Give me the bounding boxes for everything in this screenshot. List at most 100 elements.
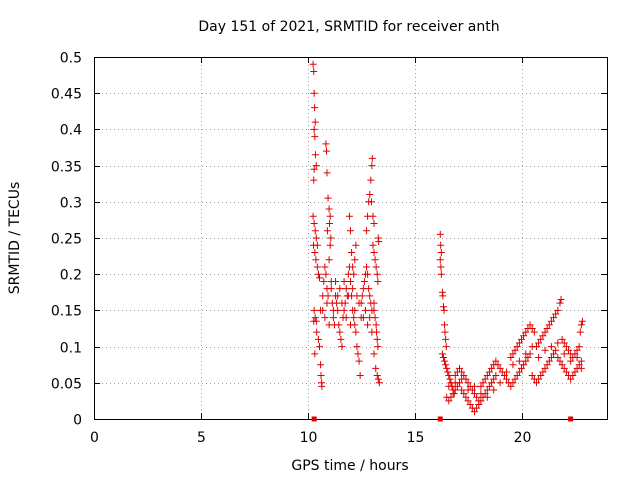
data-point — [350, 270, 358, 278]
data-point — [316, 343, 324, 351]
data-point — [310, 67, 318, 75]
y-tick-label: 0.45 — [51, 87, 82, 103]
data-point — [370, 220, 378, 228]
data-point — [456, 364, 464, 372]
data-point — [550, 314, 558, 322]
data-point — [311, 133, 319, 141]
data-point — [515, 357, 523, 365]
data-point — [310, 165, 318, 173]
x-tick-label: 0 — [90, 430, 99, 446]
data-point — [334, 292, 342, 300]
data-point — [373, 270, 381, 278]
data-point — [372, 321, 380, 329]
data-point — [515, 339, 523, 347]
data-point — [503, 375, 511, 383]
data-point — [552, 310, 560, 318]
data-point — [524, 353, 532, 361]
data-point — [528, 372, 536, 380]
data-point — [355, 299, 363, 307]
data-point — [543, 325, 551, 332]
data-point — [368, 154, 376, 162]
data-point — [543, 361, 551, 369]
x-axis-label: GPS time / hours — [291, 458, 408, 474]
data-point — [316, 274, 324, 282]
data-point — [532, 379, 540, 387]
data-point — [349, 285, 357, 293]
data-point — [577, 364, 585, 372]
data-point — [322, 270, 330, 278]
x-tick-label: 10 — [300, 430, 318, 446]
data-point — [317, 361, 325, 369]
gap-marker — [311, 416, 317, 422]
data-point — [439, 353, 447, 361]
data-point — [449, 390, 457, 398]
data-point — [560, 364, 568, 372]
x-tick-label: 20 — [514, 430, 532, 446]
data-point — [370, 299, 378, 307]
data-point — [537, 372, 545, 380]
data-point — [367, 198, 375, 206]
data-point — [513, 343, 521, 351]
data-points — [309, 60, 586, 422]
data-point — [541, 364, 549, 372]
data-point — [353, 292, 361, 300]
data-point — [490, 375, 498, 383]
gap-marker — [568, 416, 574, 422]
data-point — [374, 375, 382, 383]
data-point — [445, 382, 453, 390]
data-point — [323, 169, 331, 177]
data-point — [547, 343, 555, 351]
y-tick-label: 0.05 — [51, 377, 82, 393]
data-point — [351, 306, 359, 314]
data-point — [326, 212, 334, 220]
data-point — [442, 361, 450, 369]
y-tick-label: 0 — [73, 413, 82, 429]
data-point — [442, 343, 450, 351]
data-point — [545, 357, 553, 365]
data-point — [310, 89, 318, 97]
data-point — [577, 357, 585, 365]
data-point — [535, 339, 543, 347]
data-point — [329, 314, 337, 322]
data-point — [436, 256, 444, 264]
data-point — [511, 346, 519, 354]
data-point — [353, 343, 361, 351]
data-point — [363, 263, 371, 271]
data-point — [372, 263, 380, 271]
data-point — [576, 328, 584, 336]
data-point — [483, 386, 491, 394]
data-point — [479, 379, 487, 387]
x-tick-label: 15 — [407, 430, 425, 446]
data-point — [547, 353, 555, 361]
data-point — [441, 321, 449, 329]
data-point — [557, 296, 565, 304]
y-axis-label: SRMTID / TECUs — [7, 182, 23, 295]
data-point — [318, 382, 326, 390]
data-point — [470, 408, 478, 416]
data-point — [314, 270, 322, 278]
data-point — [323, 147, 331, 155]
data-point — [554, 339, 562, 347]
data-point — [558, 361, 566, 369]
data-point — [439, 292, 447, 300]
data-point — [485, 368, 493, 376]
data-point — [562, 368, 570, 376]
data-point — [447, 393, 455, 401]
data-point — [552, 346, 560, 354]
data-point — [556, 299, 564, 307]
data-point — [437, 263, 445, 271]
data-point — [314, 335, 322, 343]
y-tick-label: 0.35 — [51, 160, 82, 176]
data-point — [492, 372, 500, 380]
chart-title: Day 151 of 2021, SRMTID for receiver ant… — [198, 19, 499, 35]
data-point — [311, 151, 319, 159]
data-point — [483, 372, 491, 380]
data-point — [513, 372, 521, 380]
data-point — [368, 328, 376, 336]
data-point — [437, 241, 445, 249]
data-point — [436, 230, 444, 238]
y-axis: 0 0.05 0.1 0.15 0.2 0.25 0.3 0.35 0.4 0.45 0.5 — [51, 51, 607, 429]
data-point — [373, 335, 381, 343]
data-point — [464, 379, 472, 387]
data-point — [560, 339, 568, 347]
